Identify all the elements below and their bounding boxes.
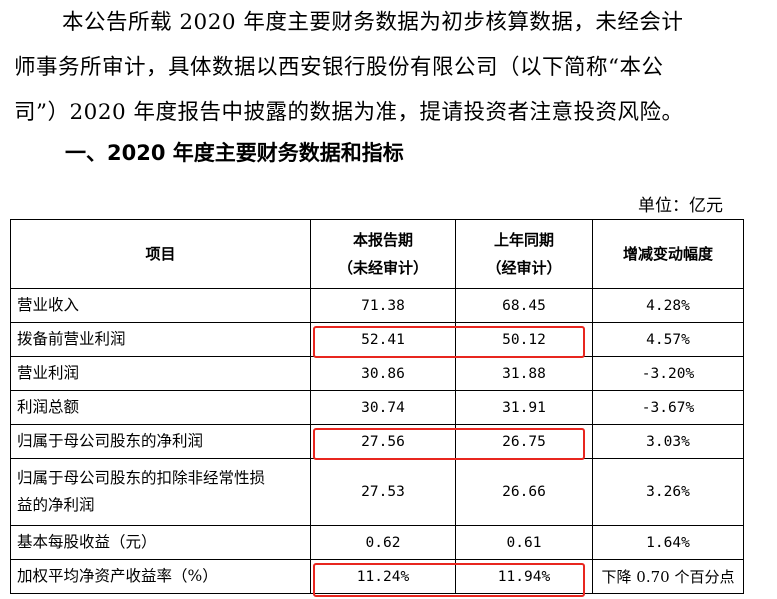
highlight-box-net-profit — [313, 428, 585, 460]
table-row: 归属于母公司股东的扣除非经常性损 益的净利润 27.53 26.66 3.26% — [10, 458, 744, 526]
row-change: 3.26% — [592, 458, 744, 526]
row-change: 4.57% — [592, 322, 744, 357]
row-label: 归属于母公司股东的净利润 — [10, 424, 311, 459]
header-prior-line2: （经审计） — [486, 259, 562, 277]
table-header-row: 项目 本报告期 （未经审计） 上年同期 （经审计） 增减变动幅度 — [10, 219, 744, 289]
row-label: 利润总额 — [10, 390, 311, 425]
intro-line-2: 师事务所审计，具体数据以西安银行股份有限公司（以下简称“本公 — [14, 55, 664, 80]
row-label: 拨备前营业利润 — [10, 322, 311, 357]
row-label-line1: 归属于母公司股东的扣除非经常性损 — [17, 469, 266, 487]
row-current: 71.38 — [310, 288, 456, 323]
table-row: 营业利润 30.86 31.88 -3.20% — [10, 356, 744, 391]
table-row: 加权平均净资产收益率（%） 11.24% 11.94% 下降 0.70 个百分点 — [10, 559, 744, 594]
row-change: -3.67% — [592, 390, 744, 425]
row-current: 30.86 — [310, 356, 456, 391]
row-prior: 0.61 — [455, 525, 593, 560]
unit-label: 单位：亿元 — [638, 196, 723, 216]
header-current-line2: （未经审计） — [337, 259, 428, 277]
row-change: 4.28% — [592, 288, 744, 323]
row-change: -3.20% — [592, 356, 744, 391]
row-prior: 31.88 — [455, 356, 593, 391]
header-prior: 上年同期 （经审计） — [455, 219, 593, 289]
row-change: 3.03% — [592, 424, 744, 459]
row-current: 27.53 — [310, 458, 456, 526]
row-prior: 68.45 — [455, 288, 593, 323]
row-label: 基本每股收益（元） — [10, 525, 311, 560]
row-prior: 26.66 — [455, 458, 593, 526]
header-current: 本报告期 （未经审计） — [310, 219, 456, 289]
section-title: 一、2020 年度主要财务数据和指标 — [65, 141, 404, 165]
row-prior: 31.91 — [455, 390, 593, 425]
highlight-box-pre-provision-profit — [313, 326, 585, 358]
intro-line-3: 司”）2020 年度报告中披露的数据为准，提请投资者注意投资风险。 — [14, 100, 684, 125]
row-label: 营业利润 — [10, 356, 311, 391]
row-label: 加权平均净资产收益率（%） — [10, 559, 311, 594]
table-row: 基本每股收益（元） 0.62 0.61 1.64% — [10, 525, 744, 560]
row-label: 归属于母公司股东的扣除非经常性损 益的净利润 — [10, 458, 311, 526]
row-change: 1.64% — [592, 525, 744, 560]
header-change: 增减变动幅度 — [592, 219, 744, 289]
financial-data-table: 项目 本报告期 （未经审计） 上年同期 （经审计） 增减变动幅度 营业收入 71… — [10, 219, 744, 594]
intro-line-1: 本公告所载 2020 年度主要财务数据为初步核算数据，未经会计 — [62, 10, 684, 35]
table-row: 营业收入 71.38 68.45 4.28% — [10, 288, 744, 323]
header-item: 项目 — [10, 219, 311, 289]
header-current-line1: 本报告期 — [352, 231, 413, 249]
header-prior-line1: 上年同期 — [493, 231, 554, 249]
table-row: 利润总额 30.74 31.91 -3.67% — [10, 390, 744, 425]
row-current: 0.62 — [310, 525, 456, 560]
row-current: 30.74 — [310, 390, 456, 425]
row-change: 下降 0.70 个百分点 — [592, 559, 744, 594]
row-label-line2: 益的净利润 — [17, 496, 95, 514]
highlight-box-roe — [313, 563, 585, 597]
row-label: 营业收入 — [10, 288, 311, 323]
